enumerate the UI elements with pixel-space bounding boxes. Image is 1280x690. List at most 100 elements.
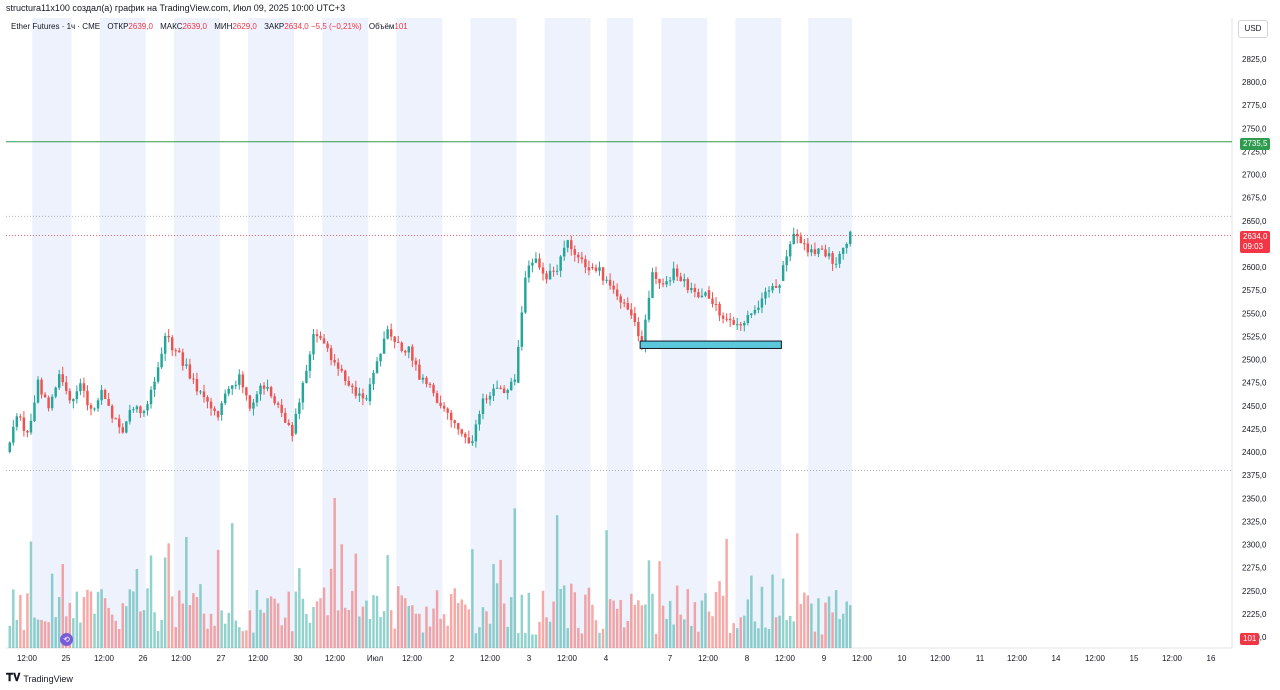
volume-bar <box>552 601 555 648</box>
time-tick-label: 4 <box>604 654 609 663</box>
volume-bar <box>54 617 57 648</box>
volume-bar <box>630 593 633 648</box>
candle-body <box>291 424 294 437</box>
volume-bar <box>160 619 163 648</box>
candle-body <box>785 256 788 266</box>
candle-body <box>442 405 446 409</box>
candle-body <box>118 418 121 428</box>
volume-bar <box>29 541 33 648</box>
volume-bar <box>421 632 425 648</box>
volume-bar <box>375 595 379 648</box>
volume-bar <box>68 602 72 648</box>
candle-body <box>322 338 326 344</box>
candle-body <box>280 404 283 413</box>
candle-body <box>396 341 400 343</box>
volume-bar <box>139 611 142 648</box>
price-tick-label: 2775,0 <box>1242 101 1267 110</box>
volume-bar <box>499 559 502 648</box>
candle-body <box>96 400 100 409</box>
volume-bar <box>89 591 93 648</box>
volume-bar <box>612 600 615 648</box>
volume-bar <box>591 604 594 648</box>
volume-bar <box>75 591 79 648</box>
candle-body <box>796 233 799 237</box>
candle-body <box>234 384 238 386</box>
replay-icon[interactable]: ⟲ <box>60 633 73 646</box>
volume-bar <box>185 536 188 648</box>
volume-bar <box>781 578 785 648</box>
price-tick-label: 2375,0 <box>1242 471 1267 480</box>
volume-bar <box>8 625 12 648</box>
candle-body <box>637 321 640 337</box>
footer-brand[interactable]: 𝐓𝐕 TradingView <box>6 672 73 685</box>
volume-bar <box>181 603 185 648</box>
volume-bar <box>658 561 661 648</box>
candle-body <box>29 420 33 433</box>
candle-body <box>26 430 29 433</box>
volume-bar <box>110 614 114 648</box>
time-tick-label: 12:00 <box>698 654 719 663</box>
candle-body <box>223 393 227 404</box>
candle-body <box>608 279 612 286</box>
candle-body <box>61 374 64 383</box>
candle-body <box>764 291 767 299</box>
volume-bar <box>322 587 326 648</box>
volume-bar <box>446 625 449 648</box>
candle-body <box>389 329 393 337</box>
volume-bar <box>167 543 170 648</box>
volume-bar <box>700 600 704 648</box>
volume-bar <box>231 523 234 648</box>
volume-bar <box>382 611 386 648</box>
volume-bar <box>743 615 746 648</box>
volume-bar <box>252 632 255 648</box>
volume-bar <box>153 612 156 648</box>
candle-body <box>714 303 718 305</box>
candle-body <box>781 265 785 281</box>
volume-bar <box>393 628 396 648</box>
candle-body <box>100 389 103 401</box>
volume-bar <box>728 632 732 648</box>
candle-body <box>65 382 68 391</box>
candle-body <box>245 387 248 396</box>
volume-price-badge: 101 <box>1240 633 1260 645</box>
volume-bar <box>372 595 375 648</box>
volume-bar <box>707 611 711 648</box>
volume-bar <box>319 598 322 648</box>
price-tick-label: 2525,0 <box>1242 332 1267 341</box>
candle-body <box>672 268 675 281</box>
candle-body <box>252 402 255 409</box>
candle-body <box>506 390 509 394</box>
session-band <box>661 18 708 648</box>
candle-body <box>128 410 132 422</box>
symbol-legend[interactable]: Ether Futures · 1ч · CME ОТКР2639,0 МАКС… <box>11 22 408 31</box>
candle-body <box>573 249 577 255</box>
candle-body <box>43 394 47 398</box>
volume-bar <box>838 619 841 648</box>
candle-body <box>329 348 333 361</box>
candle-body <box>449 412 453 421</box>
candle-body <box>693 287 697 293</box>
candle-body <box>347 380 351 386</box>
legend-symbol[interactable]: Ether Futures · 1ч · CME <box>11 22 101 31</box>
volume-bar <box>693 602 697 648</box>
candle-body <box>633 313 637 322</box>
demand-zone-rect[interactable] <box>639 340 782 349</box>
candle-body <box>488 395 492 400</box>
session-band <box>173 18 220 648</box>
volume-bar <box>439 618 442 648</box>
volume-bar <box>262 612 266 648</box>
volume-bar <box>778 615 781 648</box>
volume-bar <box>188 604 192 648</box>
candle-body <box>651 272 654 298</box>
candle-body <box>22 417 26 431</box>
volume-bar <box>672 624 675 648</box>
candle-body <box>817 248 820 254</box>
volume-bar <box>803 592 806 648</box>
candle-body <box>213 408 216 412</box>
candle-body <box>661 283 665 285</box>
currency-button[interactable]: USD <box>1238 20 1268 38</box>
volume-bar <box>633 604 637 648</box>
volume-bar <box>142 610 146 648</box>
candle-body <box>778 285 781 288</box>
